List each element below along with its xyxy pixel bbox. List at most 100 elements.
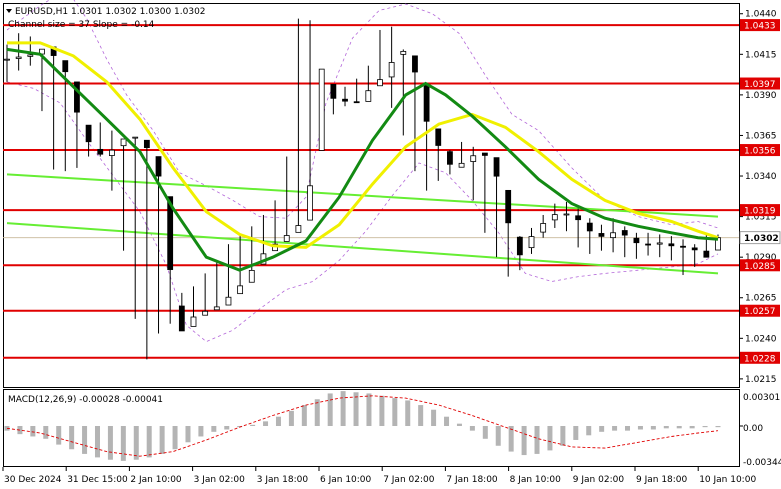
candle-body xyxy=(680,245,686,248)
candle-body xyxy=(610,232,616,239)
macd-histogram-bar xyxy=(366,393,372,426)
macd-histogram-bar xyxy=(547,426,553,451)
candle-body xyxy=(377,79,383,87)
macd-histogram-bar xyxy=(133,426,139,460)
dropdown-arrow-icon[interactable] xyxy=(6,9,12,13)
time-tick-label: 8 Jan 10:00 xyxy=(510,475,562,485)
price-tick-label: 1.0340 xyxy=(745,172,777,182)
macd-histogram-bar xyxy=(301,405,307,426)
candle-body xyxy=(27,54,34,57)
price-tick-label: 1.0440 xyxy=(745,10,777,20)
macd-histogram-bar xyxy=(689,426,695,429)
time-tick-label: 7 Jan 18:00 xyxy=(446,475,498,485)
macd-histogram-bar xyxy=(521,426,527,456)
macd-histogram-bar xyxy=(663,426,669,429)
candle-body xyxy=(213,306,220,311)
macd-histogram-bar xyxy=(198,426,204,437)
macd-histogram-bar xyxy=(715,426,721,428)
envelope-lower-line xyxy=(6,81,719,343)
macd-histogram-bar xyxy=(120,426,126,461)
ma-yellow-line xyxy=(7,41,719,249)
candle-body xyxy=(365,90,372,102)
candle-body xyxy=(190,316,197,327)
level-price-tag xyxy=(740,351,780,364)
price-tick-label: 1.0315 xyxy=(745,213,777,223)
candle-body xyxy=(4,58,10,61)
price-tick-label: 1.0415 xyxy=(745,50,777,60)
macd-histogram-bar xyxy=(224,426,230,430)
candle-body xyxy=(645,243,651,246)
macd-histogram-bar xyxy=(94,426,100,458)
moving-averages-layer xyxy=(6,41,719,272)
level-price-label: 1.0285 xyxy=(744,262,776,272)
macd-histogram-bar xyxy=(263,421,269,426)
candle-body xyxy=(598,233,605,237)
candle-body xyxy=(85,124,92,143)
candle-body xyxy=(470,155,477,162)
level-price-tag xyxy=(740,259,780,272)
envelope-layer xyxy=(6,0,719,343)
time-tick-label: 30 Dec 2024 xyxy=(4,475,62,485)
macd-histogram-bar xyxy=(172,426,178,450)
time-tick-label: 10 Jan 10:00 xyxy=(699,475,756,485)
price-tick-label: 1.0390 xyxy=(745,91,777,101)
macd-layer xyxy=(4,391,743,461)
candle-body xyxy=(528,236,535,249)
macd-histogram-bar xyxy=(469,426,475,431)
candle-body xyxy=(447,151,453,165)
candle-body xyxy=(505,189,512,224)
time-tick-label: 31 Dec 15:00 xyxy=(67,475,128,485)
macd-histogram-bar xyxy=(456,423,462,426)
macd-histogram-bar xyxy=(327,393,333,426)
candle-body xyxy=(563,213,570,216)
macd-histogram-bar xyxy=(495,426,501,446)
price-tick-label: 1.0215 xyxy=(745,375,777,385)
candle-body xyxy=(633,237,640,244)
candle-body xyxy=(586,222,593,232)
candle-body xyxy=(423,85,430,122)
macd-histogram-bar xyxy=(392,398,398,426)
candle-body xyxy=(132,136,139,139)
level-price-label: 1.0319 xyxy=(744,207,776,217)
candle-body xyxy=(516,236,523,256)
macd-histogram-bar xyxy=(314,399,320,426)
candle-body xyxy=(551,214,558,221)
level-price-label: 1.0356 xyxy=(744,147,776,157)
macd-histogram-bar xyxy=(340,391,346,426)
candle-body xyxy=(109,149,115,156)
level-price-tag xyxy=(740,204,780,217)
candle-body xyxy=(97,148,104,155)
macd-histogram-bar xyxy=(586,426,592,436)
candle-body xyxy=(435,128,442,146)
macd-histogram-bar xyxy=(43,426,49,439)
macd-histogram-bar xyxy=(612,426,618,431)
candle-body xyxy=(143,139,150,149)
level-price-label: 1.0228 xyxy=(744,354,776,364)
macd-histogram-bar xyxy=(146,426,152,458)
candle-body xyxy=(318,68,325,151)
candle-body xyxy=(330,84,337,99)
macd-histogram-bar xyxy=(418,405,424,426)
level-price-label: 1.0433 xyxy=(744,22,776,32)
price-tick-label: 1.0265 xyxy=(745,294,777,304)
time-tick-label: 9 Jan 18:00 xyxy=(636,475,688,485)
macd-histogram-bar xyxy=(56,426,62,445)
candle-body xyxy=(388,62,395,78)
candle-body xyxy=(307,185,313,221)
macd-histogram-bar xyxy=(379,395,385,426)
candle-body xyxy=(703,250,710,258)
time-tick-label: 3 Jan 02:00 xyxy=(194,475,246,485)
macd-histogram-bar xyxy=(625,426,631,431)
macd-tick-top: 0.00301 xyxy=(743,393,780,403)
candle-body xyxy=(283,235,290,242)
price-tick-label: 1.0365 xyxy=(745,131,777,141)
macd-histogram-bar xyxy=(534,426,540,454)
channel-lower-line xyxy=(6,222,719,275)
candle-body xyxy=(353,101,360,104)
macd-histogram-bar xyxy=(107,426,113,460)
macd-histogram-bar xyxy=(211,426,217,432)
candle-body xyxy=(237,285,244,295)
macd-histogram-bar xyxy=(275,416,281,426)
macd-histogram-bar xyxy=(560,426,566,446)
